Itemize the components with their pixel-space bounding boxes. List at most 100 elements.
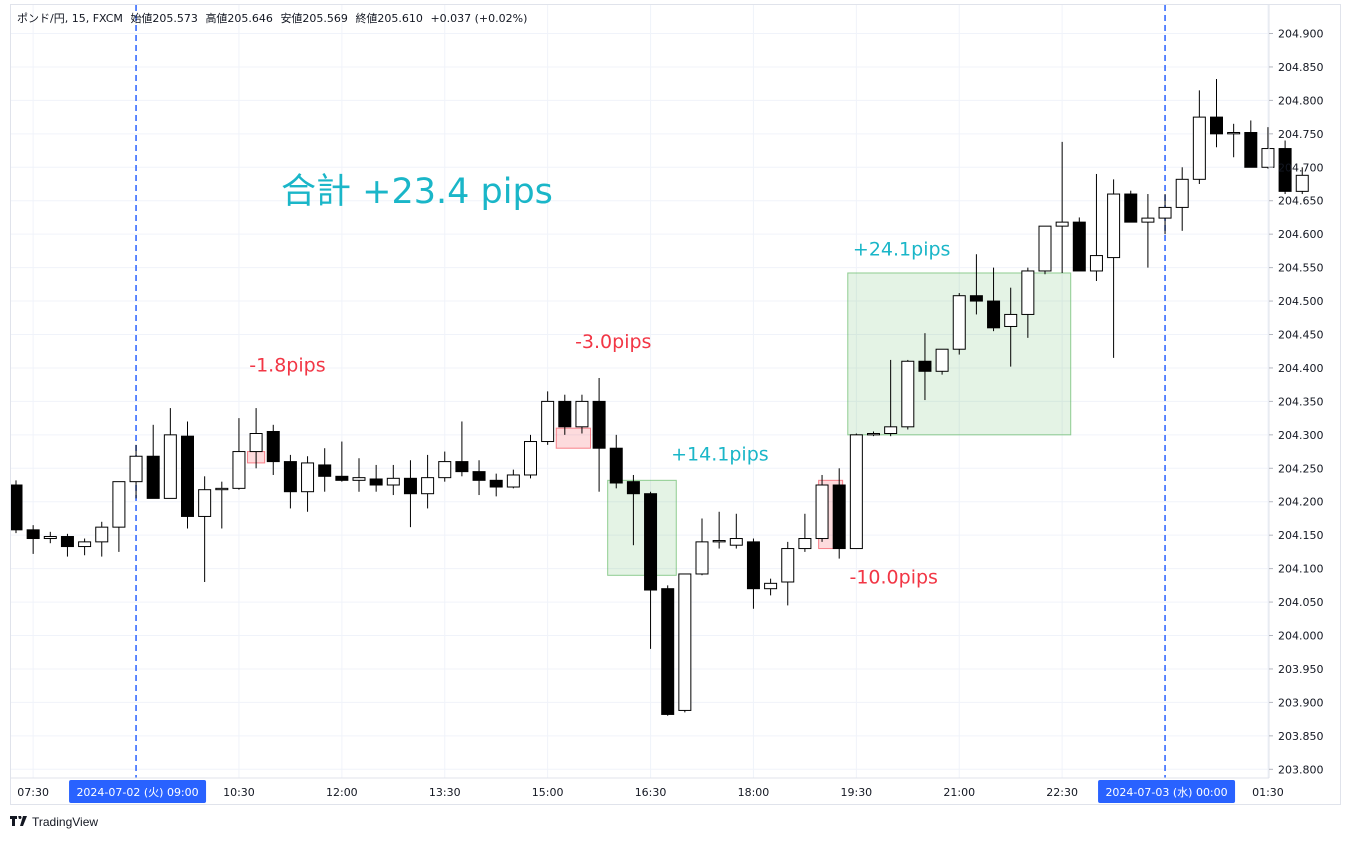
candle [163, 408, 177, 499]
candle-body [1004, 313, 1018, 327]
candle-body [644, 493, 658, 591]
time-tick-label: 19:30 [840, 786, 872, 799]
price-tick-label: 203.800 [1278, 763, 1324, 776]
price-tick-label: 204.200 [1278, 496, 1324, 509]
candle-body [11, 484, 23, 531]
candle [26, 525, 40, 554]
candle [644, 491, 658, 649]
price-tick-label: 204.400 [1278, 362, 1324, 375]
candle [232, 418, 246, 490]
high-value: 高値205.646 [205, 12, 273, 25]
candle [849, 433, 863, 550]
candle [318, 448, 332, 492]
trade-box [607, 479, 677, 576]
symbol-header: ポンド/円, 15, FXCM 始値205.573 高値205.646 安値20… [17, 10, 531, 26]
price-tick-label: 204.850 [1278, 61, 1324, 74]
candle [678, 573, 692, 713]
candle [952, 293, 966, 355]
candle-body [1210, 116, 1223, 135]
price-tick-label: 204.700 [1278, 161, 1324, 174]
candle-body [1055, 221, 1069, 227]
price-tick-label: 204.650 [1278, 195, 1324, 208]
candle-body [558, 400, 572, 428]
candle [1278, 140, 1292, 195]
candle [181, 421, 194, 529]
candle-body [232, 451, 246, 489]
candle [781, 541, 795, 606]
candle-body [215, 487, 229, 491]
candle [798, 513, 812, 552]
time-tick-label: 07:30 [17, 786, 49, 799]
candle [901, 359, 915, 430]
candle [198, 476, 212, 582]
price-tick-label: 204.150 [1278, 529, 1324, 542]
price-tick-label: 204.250 [1278, 462, 1324, 475]
candle [935, 348, 949, 375]
candle-body [112, 481, 126, 528]
candle [524, 434, 537, 479]
time-tick-label: 16:30 [635, 786, 667, 799]
candle-body [163, 434, 177, 499]
candle-body [678, 573, 692, 711]
price-tick-label: 204.750 [1278, 128, 1324, 141]
candle-body [524, 441, 537, 476]
symbol-name[interactable]: ポンド/円, 15, FXCM [17, 12, 123, 25]
candle-body [1038, 225, 1052, 272]
time-tick-label: 12:00 [326, 786, 358, 799]
candle-body [626, 481, 640, 495]
candle [592, 377, 606, 492]
candle [1004, 287, 1018, 367]
candle-body [1021, 270, 1035, 315]
time-tick-label: 10:30 [223, 786, 255, 799]
candle-body [609, 447, 623, 484]
session-date-label: 2024-07-02 (火) 09:00 [76, 786, 198, 799]
candle-body [472, 471, 486, 481]
price-tick-label: 204.300 [1278, 429, 1324, 442]
candle-body [506, 474, 520, 488]
candle-body [283, 461, 297, 493]
candle [78, 538, 92, 556]
candle-body [95, 526, 109, 543]
candle-body [489, 479, 503, 488]
price-tick-label: 203.850 [1278, 730, 1324, 743]
trade-result-label: +24.1pips [853, 239, 951, 261]
candle [60, 533, 74, 557]
price-axis: 204.900 204.850 204.800 204.750 204.700 204.6… [1268, 5, 1324, 778]
candle-body [815, 484, 829, 540]
price-tick-label: 204.600 [1278, 228, 1324, 241]
candle [832, 468, 846, 559]
candle-body [987, 300, 1001, 329]
candle [712, 511, 726, 549]
price-tick-label: 204.450 [1278, 329, 1324, 342]
candle-body [335, 475, 349, 481]
candle [352, 458, 366, 492]
candle-body [1261, 148, 1275, 168]
candle [335, 441, 349, 482]
candle-body [832, 484, 846, 550]
tradingview-logo[interactable]: TradingView [10, 815, 98, 829]
session-date-label: 2024-07-03 (水) 00:00 [1105, 786, 1227, 799]
candle [609, 434, 623, 489]
candle-body [541, 400, 555, 443]
time-axis: 07:30 10:30 12:00 13:30 15:00 16:30 18:00 19:30… [11, 777, 1284, 803]
trade-result-label: -10.0pips [849, 566, 937, 588]
candle-body [78, 541, 92, 548]
chart-frame: -1.8pips -3.0pips +14.1pips -10.0pips +24.1p… [10, 4, 1341, 805]
candle [884, 359, 898, 437]
candle-body [1072, 221, 1086, 272]
candle-body [1107, 193, 1121, 259]
open-value: 始値205.573 [130, 12, 198, 25]
candle-body [798, 538, 812, 550]
low-value: 安値205.569 [280, 12, 348, 25]
candle-body [455, 461, 469, 473]
candle [1244, 120, 1258, 168]
candle-body [764, 582, 778, 590]
time-tick-label: 01:30 [1252, 786, 1284, 799]
candle-body [969, 295, 983, 302]
candle [1227, 123, 1241, 158]
candle-body [403, 477, 417, 495]
candlestick-chart[interactable]: -1.8pips -3.0pips +14.1pips -10.0pips +24.1p… [11, 5, 1340, 804]
candle-body [60, 536, 74, 548]
time-tick-label: 18:00 [738, 786, 770, 799]
candle [146, 424, 160, 499]
